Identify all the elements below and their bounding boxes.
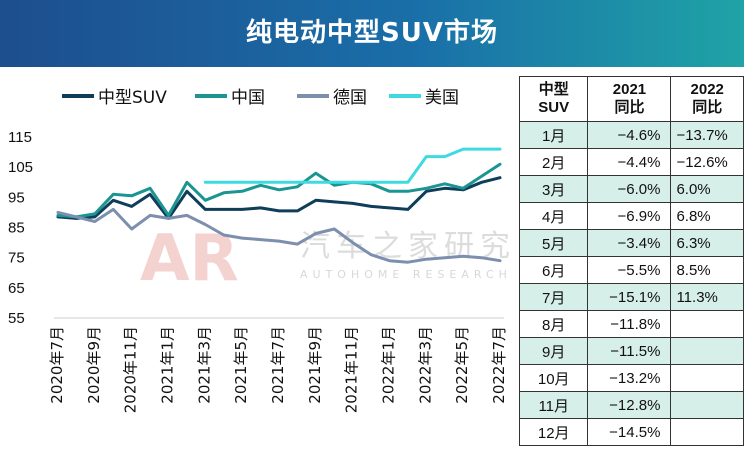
x-tick-label: 2021年11月	[343, 326, 361, 413]
series-line	[56, 207, 502, 264]
table-cell-month: 7月	[518, 283, 589, 311]
table-row: 6月 −5.5% 8.5%	[518, 256, 744, 284]
table-cell-2021: −5.5%	[587, 256, 672, 284]
table-cell-2021: −15.1%	[587, 283, 672, 311]
table-cell-2022: 11.3%	[670, 283, 744, 311]
y-tick-label: 65	[8, 280, 25, 297]
table-cell-2021: −3.4%	[587, 229, 672, 257]
legend-label: 中国	[231, 88, 265, 108]
legend-label: 中型SUV	[98, 88, 167, 108]
x-tick-label: 2021年7月	[269, 326, 287, 404]
y-tick-label: 105	[8, 159, 33, 176]
x-tick-label: 2022年3月	[416, 326, 434, 404]
table-cell-month: 11月	[518, 391, 589, 419]
x-tick-label: 2020年7月	[48, 326, 66, 404]
x-tick-label: 2021年3月	[195, 326, 213, 404]
table-cell-2021: −12.8%	[587, 391, 672, 419]
table-row: 7月 −15.1% 11.3%	[518, 283, 744, 311]
table-cell-2022	[670, 364, 744, 392]
table-cell-2022	[670, 310, 744, 338]
series-line	[56, 176, 502, 220]
y-tick-label: 115	[8, 129, 32, 146]
y-tick-label: 85	[8, 220, 25, 237]
table-cell-2022	[670, 418, 744, 446]
table-row: 1月 −4.6% −13.7%	[518, 121, 744, 149]
series-line	[56, 162, 502, 219]
table-cell-month: 10月	[518, 364, 589, 392]
page-title: 纯电动中型SUV市场	[246, 18, 498, 48]
table-cell-2021: −14.5%	[587, 418, 672, 446]
x-tick-label: 2022年7月	[490, 326, 508, 404]
table-row: 3月 −6.0% 6.0%	[518, 175, 744, 203]
x-tick-label: 2020年11月	[122, 326, 140, 413]
x-tick-label: 2020年9月	[85, 326, 103, 404]
table-cell-2022: −13.7%	[670, 121, 744, 149]
table-row: 5月 −3.4% 6.3%	[518, 229, 744, 257]
x-tick-label: 2021年1月	[159, 326, 177, 404]
table-cell-2022	[670, 391, 744, 419]
yoy-table: 中型 SUV 2021 同比 2022 同比 1月 −4.6% −13.7% 2月 −4…	[518, 76, 744, 446]
table-cell-2021: −11.8%	[587, 310, 672, 338]
table-cell-2022: 6.3%	[670, 229, 744, 257]
legend-label: 德国	[333, 88, 367, 108]
watermark-logo: AR	[140, 222, 239, 296]
table-cell-2022: 6.8%	[670, 202, 744, 230]
table-cell-2021: −13.2%	[587, 364, 672, 392]
y-tick-label: 75	[8, 250, 25, 267]
y-tick-label: 55	[8, 310, 25, 327]
x-tick-label: 2021年5月	[232, 326, 250, 404]
table-row: 11月 −12.8%	[518, 391, 744, 419]
table-cell-2021: −6.9%	[587, 202, 672, 230]
table-cell-2022	[670, 337, 744, 365]
table-row: 12月 −14.5%	[518, 418, 744, 446]
table-header-2022: 2022 同比	[670, 76, 744, 122]
table-cell-month: 12月	[518, 418, 589, 446]
table-cell-2022: 6.0%	[670, 175, 744, 203]
table-cell-month: 3月	[518, 175, 589, 203]
table-cell-month: 5月	[518, 229, 589, 257]
table-cell-month: 6月	[518, 256, 589, 284]
table-header-2021: 2021 同比	[587, 76, 672, 122]
table-cell-month: 9月	[518, 337, 589, 365]
table-row: 8月 −11.8%	[518, 310, 744, 338]
table-row: 4月 −6.9% 6.8%	[518, 202, 744, 230]
table-row: 9月 −11.5%	[518, 337, 744, 365]
x-tick-label: 2022年1月	[380, 326, 398, 404]
table-cell-2021: −4.6%	[587, 121, 672, 149]
table-header-model: 中型 SUV	[518, 76, 589, 122]
series-line	[203, 147, 502, 184]
x-tick-label: 2021年9月	[306, 326, 324, 404]
legend-label: 美国	[425, 88, 459, 108]
table-cell-2022: 8.5%	[670, 256, 744, 284]
table-cell-month: 4月	[518, 202, 589, 230]
table-row: 10月 −13.2%	[518, 364, 744, 392]
table-cell-2021: −4.4%	[587, 148, 672, 176]
line-chart: AR汽车之家研究院AUTOHOME RESEARCH INSTITUTE5565…	[8, 88, 515, 413]
table-cell-2021: −11.5%	[587, 337, 672, 365]
table-cell-month: 2月	[518, 148, 589, 176]
x-tick-label: 2022年5月	[453, 326, 471, 404]
table-cell-month: 8月	[518, 310, 589, 338]
table-cell-2022: −12.6%	[670, 148, 744, 176]
y-tick-label: 95	[8, 189, 25, 206]
table-header-row: 中型 SUV 2021 同比 2022 同比	[518, 76, 744, 122]
title-banner	[0, 0, 744, 67]
watermark-subtext: AUTOHOME RESEARCH INSTITUTE	[300, 268, 515, 281]
table-cell-month: 1月	[518, 121, 589, 149]
table-row: 2月 −4.4% −12.6%	[518, 148, 744, 176]
table-cell-2021: −6.0%	[587, 175, 672, 203]
